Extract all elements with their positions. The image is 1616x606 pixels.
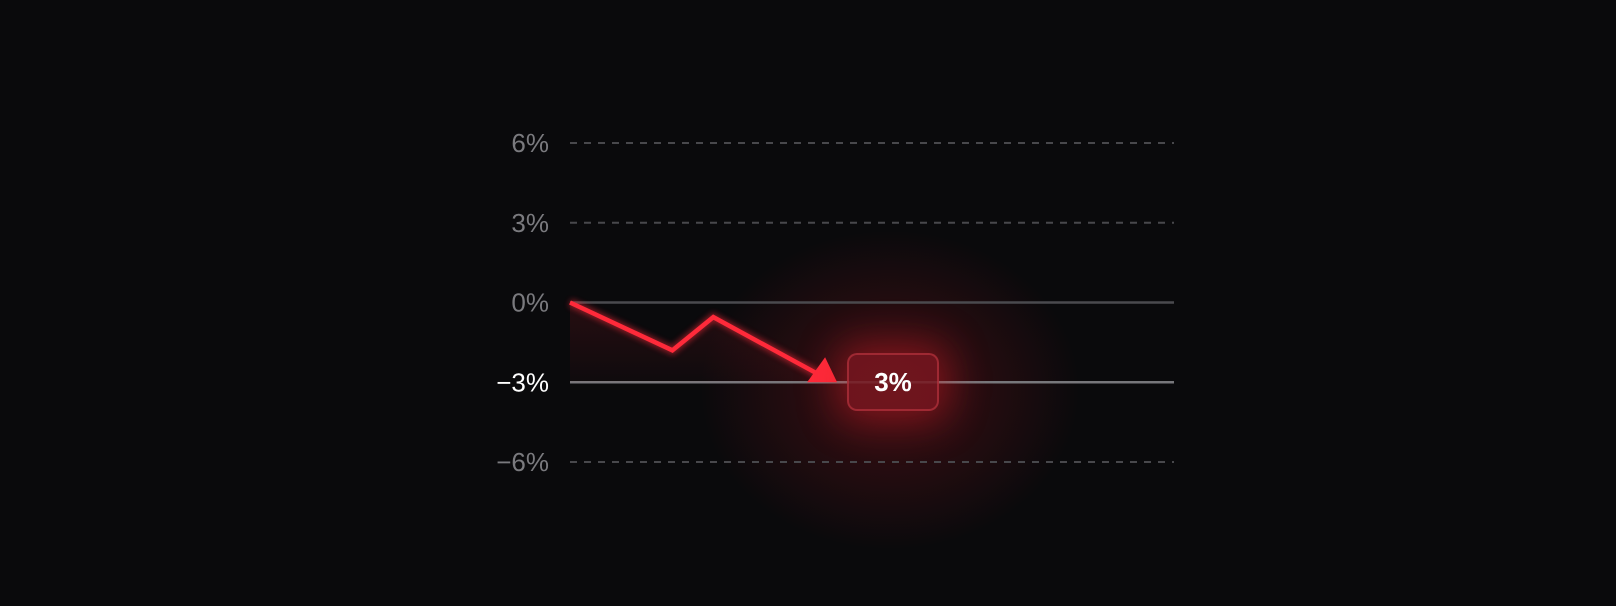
series-line — [569, 300, 822, 378]
value-badge: 3% — [847, 353, 939, 411]
area-fill — [570, 302, 834, 383]
arrow-head-icon — [807, 357, 838, 383]
y-tick-label: −6% — [496, 447, 549, 477]
y-tick-label: 6% — [511, 128, 549, 158]
y-tick-label: 0% — [511, 288, 549, 318]
y-tick-label: −3% — [496, 367, 549, 397]
y-tick-label: 3% — [511, 208, 549, 238]
